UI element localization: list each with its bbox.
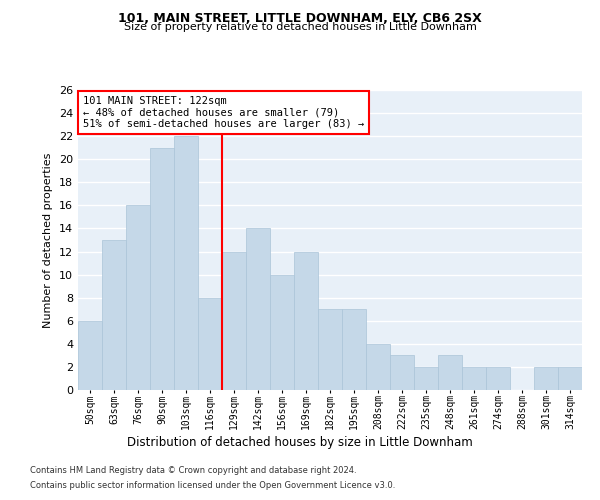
- Bar: [342, 309, 366, 390]
- Bar: [414, 367, 438, 390]
- Y-axis label: Number of detached properties: Number of detached properties: [43, 152, 53, 328]
- Text: Contains HM Land Registry data © Crown copyright and database right 2024.: Contains HM Land Registry data © Crown c…: [30, 466, 356, 475]
- Bar: [126, 206, 150, 390]
- Bar: [462, 367, 486, 390]
- Bar: [294, 252, 318, 390]
- Bar: [102, 240, 126, 390]
- Bar: [270, 274, 294, 390]
- Text: Size of property relative to detached houses in Little Downham: Size of property relative to detached ho…: [124, 22, 476, 32]
- Bar: [366, 344, 390, 390]
- Bar: [222, 252, 246, 390]
- Text: 101 MAIN STREET: 122sqm
← 48% of detached houses are smaller (79)
51% of semi-de: 101 MAIN STREET: 122sqm ← 48% of detache…: [83, 96, 364, 129]
- Bar: [78, 321, 102, 390]
- Bar: [486, 367, 510, 390]
- Text: Contains public sector information licensed under the Open Government Licence v3: Contains public sector information licen…: [30, 481, 395, 490]
- Bar: [150, 148, 174, 390]
- Text: 101, MAIN STREET, LITTLE DOWNHAM, ELY, CB6 2SX: 101, MAIN STREET, LITTLE DOWNHAM, ELY, C…: [118, 12, 482, 26]
- Bar: [198, 298, 222, 390]
- Bar: [318, 309, 342, 390]
- Bar: [246, 228, 270, 390]
- Bar: [558, 367, 582, 390]
- Bar: [174, 136, 198, 390]
- Bar: [438, 356, 462, 390]
- Text: Distribution of detached houses by size in Little Downham: Distribution of detached houses by size …: [127, 436, 473, 449]
- Bar: [390, 356, 414, 390]
- Bar: [534, 367, 558, 390]
